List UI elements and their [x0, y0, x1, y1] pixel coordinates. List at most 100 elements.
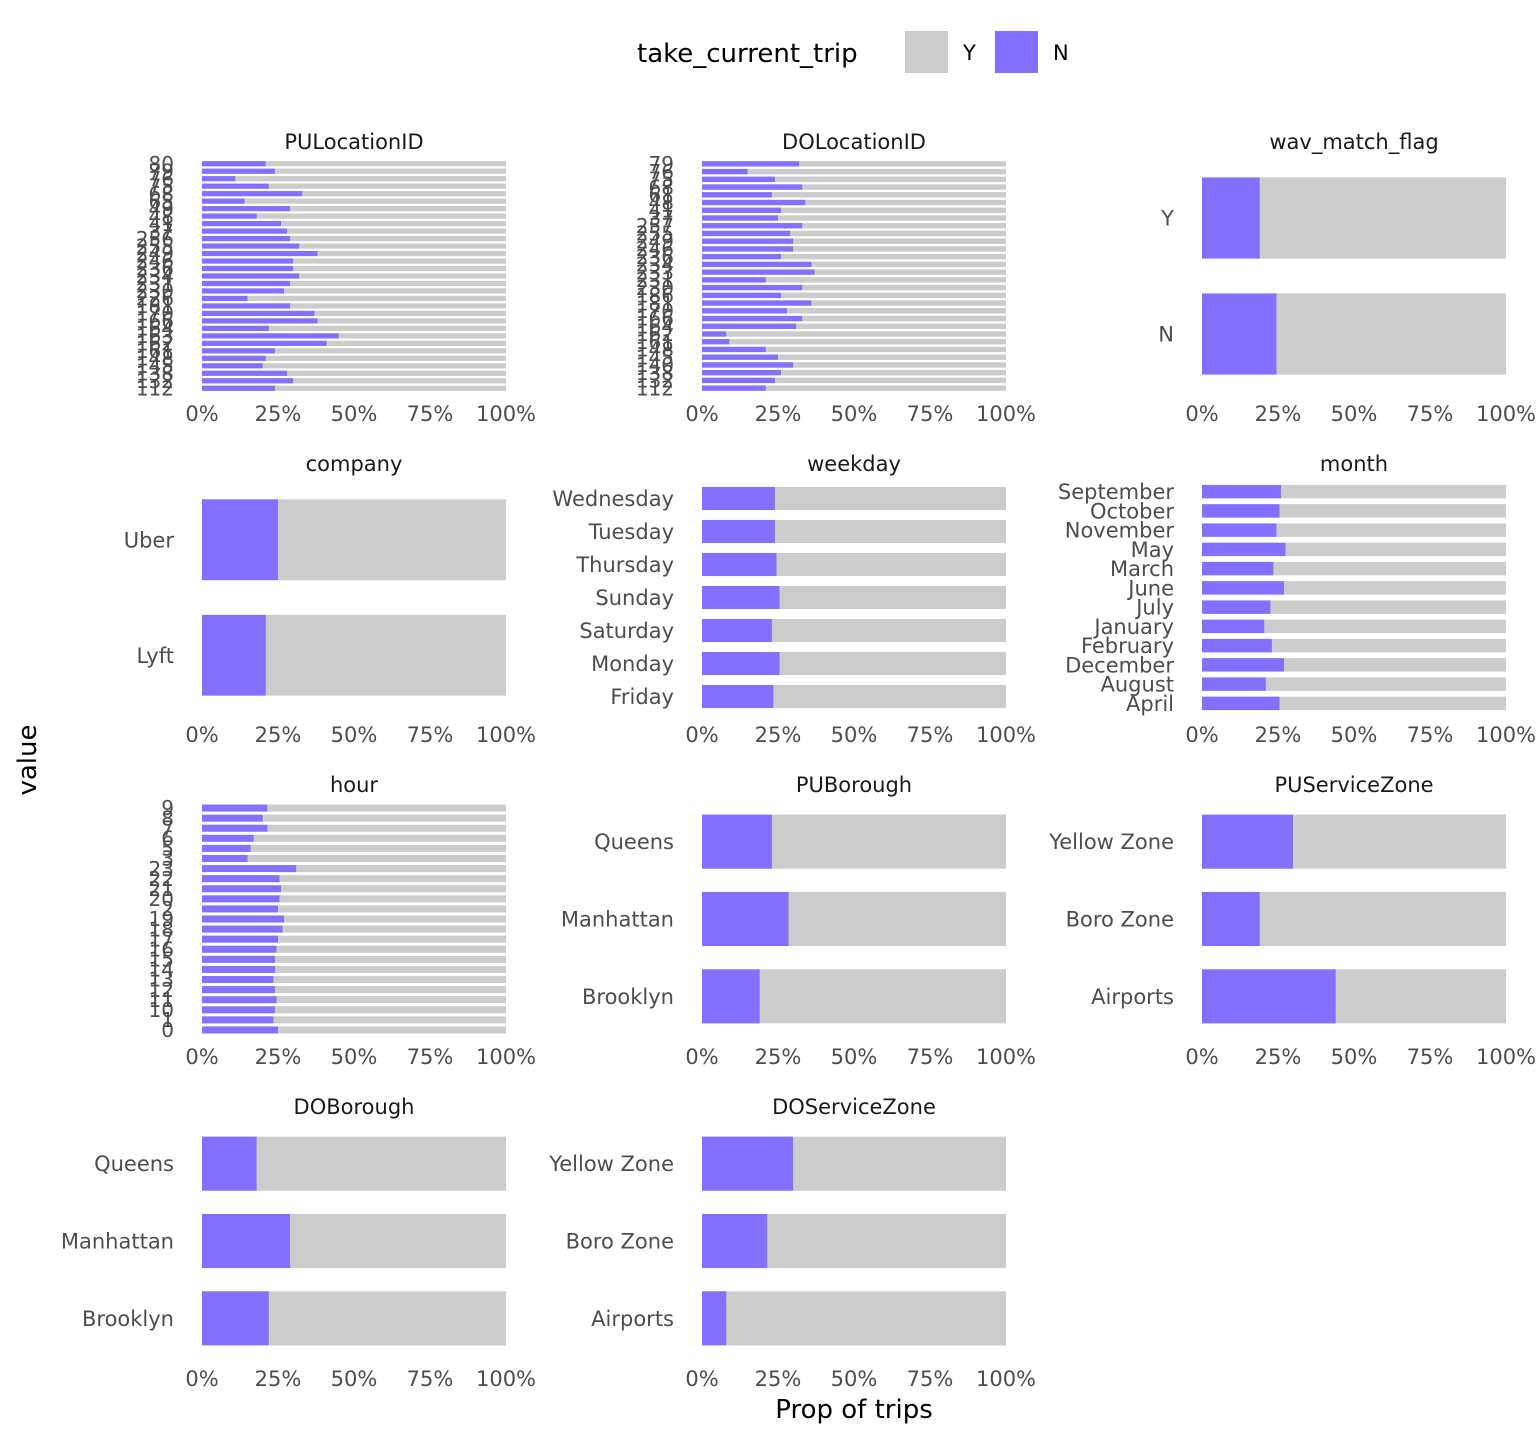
bar-n — [702, 253, 782, 260]
panel-PULocationID: PULocationID 8079767568654948413725625524… — [136, 130, 536, 426]
bar-y — [296, 865, 506, 873]
bar-y — [262, 814, 506, 822]
bar-n — [202, 363, 263, 369]
bar-n — [1202, 696, 1280, 711]
bar-y — [811, 261, 1006, 268]
bar-n — [702, 385, 766, 391]
bar-n — [1202, 581, 1285, 595]
bar-n — [702, 230, 791, 237]
bar-y — [299, 243, 506, 249]
bar-n — [202, 614, 266, 696]
bar-y — [317, 250, 506, 257]
y-tick-label: 12 — [149, 978, 174, 1002]
y-tick-label: 48 — [149, 204, 174, 228]
bar-n — [202, 1213, 291, 1269]
bar-y — [279, 895, 506, 903]
bar-n — [702, 346, 766, 353]
x-tick-label: 75% — [1407, 1045, 1454, 1069]
bar-n — [202, 176, 236, 182]
legend-title: take_current_trip — [637, 39, 858, 69]
y-tick-label: 161 — [136, 339, 174, 363]
bar-n — [702, 223, 803, 229]
bar-n — [202, 220, 282, 227]
x-tick-label: 100% — [476, 1045, 536, 1069]
y-tick-label: Manhattan — [561, 908, 674, 932]
bar-n — [702, 339, 730, 345]
y-tick-label: 233 — [636, 260, 674, 284]
bar-n — [1202, 677, 1266, 691]
bar-n — [202, 1136, 257, 1191]
panel-title: month — [1320, 452, 1388, 476]
x-tick-label: 100% — [1476, 1045, 1536, 1069]
x-tick-label: 25% — [755, 402, 802, 426]
bar-y — [338, 333, 506, 339]
panel-wav_match_flag: wav_match_flag Y N 0% 25% 50% 75% 100% — [1158, 130, 1536, 426]
bar-n — [202, 348, 275, 354]
y-tick-label: 48 — [649, 191, 674, 215]
y-tick-label: 76 — [149, 167, 174, 191]
bar-y — [267, 824, 506, 832]
y-tick-label: Uber — [124, 528, 175, 552]
bar-y — [290, 280, 506, 287]
bar-y — [299, 273, 506, 279]
bar-y — [268, 183, 506, 189]
facet-panels: PULocationID8079767568654948413725625524… — [61, 130, 1536, 1391]
panel-DOServiceZone: DOServiceZone Yellow Zone Boro Zone Airport… — [548, 1095, 1036, 1391]
bar-y — [774, 486, 1006, 511]
y-tick-label: 181 — [636, 291, 674, 315]
bar-n — [1202, 293, 1277, 375]
bar-n — [202, 250, 318, 257]
bar-y — [274, 168, 506, 174]
bar-n — [702, 814, 772, 869]
y-tick-label: April — [1126, 692, 1174, 716]
bar-y — [1276, 523, 1506, 537]
x-tick-label: 0% — [685, 1045, 718, 1069]
y-tick-label: 19 — [149, 907, 174, 931]
bar-n — [702, 585, 780, 610]
x-tick-label: 100% — [976, 1045, 1036, 1069]
panel-title: PULocationID — [284, 130, 423, 154]
y-tick-label: 236 — [136, 257, 174, 281]
y-tick-label: 236 — [636, 245, 674, 269]
y-tick-label: 166 — [636, 307, 674, 331]
bar-y — [799, 161, 1006, 167]
y-tick-label: 8 — [161, 806, 174, 830]
bar-y — [814, 269, 1006, 275]
bar-n — [702, 207, 782, 213]
y-tick-label: July — [1134, 596, 1174, 620]
x-tick-label: 0% — [185, 402, 218, 426]
y-tick-label: N — [1158, 323, 1174, 347]
y-tick-label: Airports — [591, 1307, 674, 1331]
bar-y — [1259, 177, 1506, 259]
bar-n — [202, 273, 300, 279]
bar-y — [1279, 696, 1506, 711]
y-tick-label: 166 — [136, 309, 174, 333]
y-tick-label: 6 — [161, 827, 174, 851]
bar-n — [202, 198, 245, 204]
bar-n — [202, 191, 303, 197]
bar-y — [765, 277, 1006, 283]
x-tick-label: 75% — [1407, 723, 1454, 747]
x-tick-label: 25% — [1255, 1045, 1302, 1069]
x-tick-label: 100% — [976, 1367, 1036, 1391]
panel-title: company — [306, 452, 403, 476]
bar-n — [202, 875, 280, 883]
legend-key-n — [995, 31, 1038, 73]
bar-y — [268, 1291, 506, 1346]
bar-n — [702, 969, 760, 1024]
y-tick-label: 11 — [149, 988, 174, 1012]
bar-n — [202, 235, 291, 242]
y-tick-label: December — [1065, 653, 1174, 677]
y-tick-label: 49 — [149, 197, 174, 221]
bar-y — [293, 265, 506, 272]
bar-n — [702, 1136, 794, 1191]
y-tick-label: 230 — [136, 279, 174, 303]
bar-n — [1202, 600, 1271, 614]
bar-y — [247, 295, 506, 302]
bar-y — [765, 385, 1006, 391]
legend-label-y: Y — [962, 41, 976, 65]
bar-y — [1279, 504, 1506, 518]
bar-y — [767, 1213, 1006, 1269]
bar-y — [279, 875, 506, 883]
panel-weekday: weekday Wednesday Tuesday Thursday Sunday Sat… — [552, 452, 1036, 747]
